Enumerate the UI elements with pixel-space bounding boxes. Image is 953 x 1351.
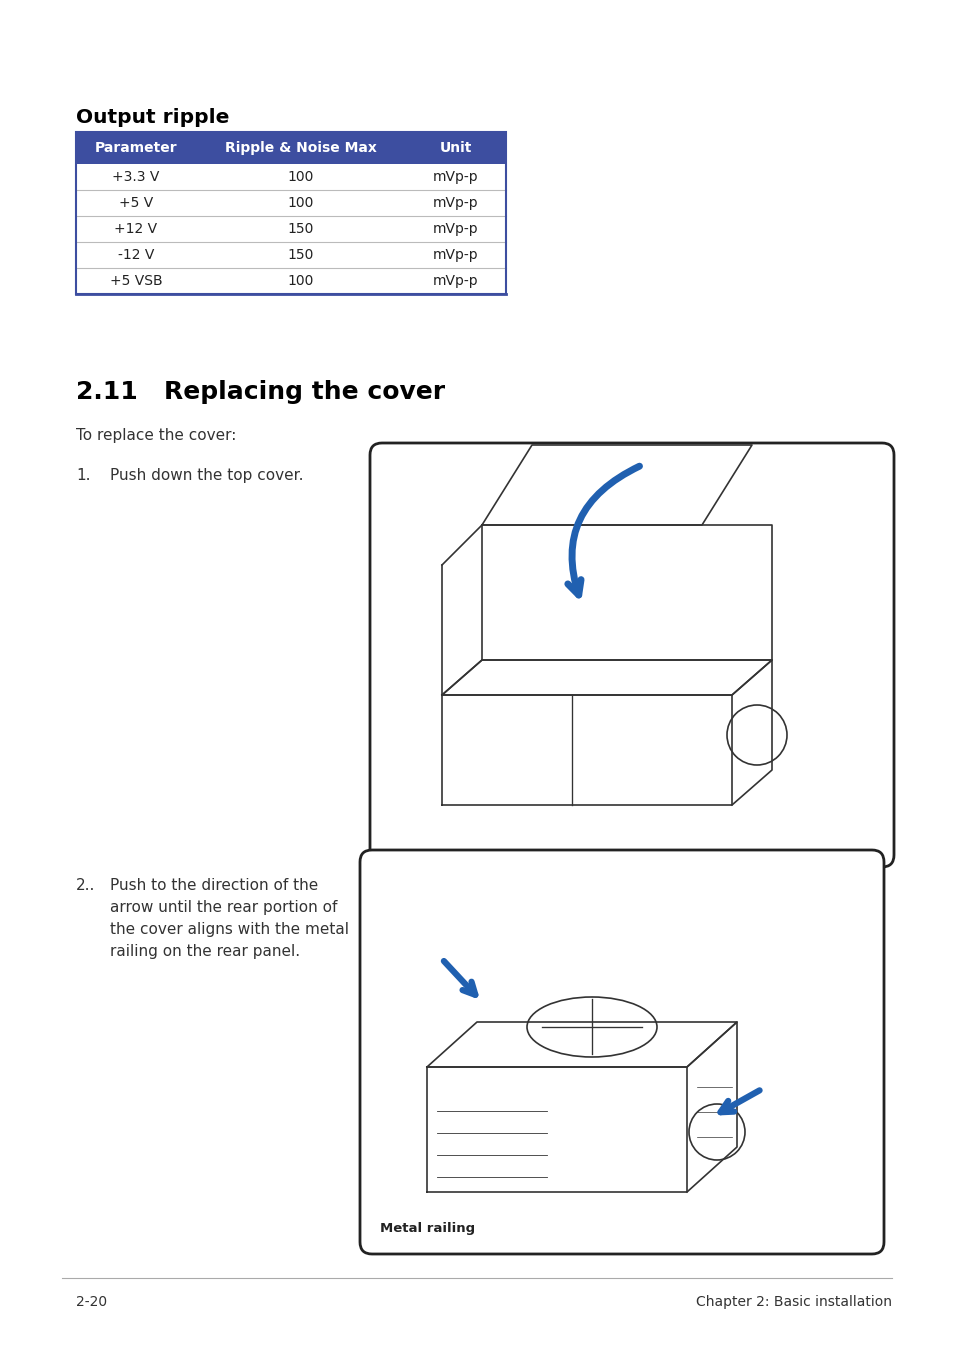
- Text: 2..: 2..: [76, 878, 95, 893]
- Text: 150: 150: [288, 222, 314, 236]
- Text: the cover aligns with the metal: the cover aligns with the metal: [110, 921, 349, 938]
- Text: Unit: Unit: [439, 141, 472, 155]
- Text: Ripple & Noise Max: Ripple & Noise Max: [225, 141, 376, 155]
- Bar: [76, 267, 505, 295]
- Text: mVp-p: mVp-p: [433, 196, 478, 209]
- Text: Metal railing: Metal railing: [379, 1223, 475, 1235]
- Text: 1.: 1.: [76, 467, 91, 484]
- Text: 100: 100: [288, 196, 314, 209]
- Text: mVp-p: mVp-p: [433, 274, 478, 288]
- Text: Output ripple: Output ripple: [76, 108, 229, 127]
- FancyBboxPatch shape: [359, 850, 883, 1254]
- Text: -12 V: -12 V: [117, 249, 154, 262]
- Text: +5 V: +5 V: [119, 196, 153, 209]
- Text: mVp-p: mVp-p: [433, 249, 478, 262]
- Bar: [76, 132, 505, 295]
- Text: 100: 100: [288, 170, 314, 184]
- Text: +12 V: +12 V: [114, 222, 157, 236]
- FancyBboxPatch shape: [370, 443, 893, 867]
- Text: Parameter: Parameter: [94, 141, 177, 155]
- Text: +3.3 V: +3.3 V: [112, 170, 159, 184]
- Text: 150: 150: [288, 249, 314, 262]
- Bar: [76, 163, 505, 190]
- Text: railing on the rear panel.: railing on the rear panel.: [110, 944, 300, 959]
- Text: arrow until the rear portion of: arrow until the rear portion of: [110, 900, 337, 915]
- Text: Push to the direction of the: Push to the direction of the: [110, 878, 318, 893]
- Text: Chapter 2: Basic installation: Chapter 2: Basic installation: [696, 1296, 891, 1309]
- Text: Push down the top cover.: Push down the top cover.: [110, 467, 303, 484]
- Bar: [76, 190, 505, 216]
- Text: mVp-p: mVp-p: [433, 170, 478, 184]
- Text: +5 VSB: +5 VSB: [110, 274, 162, 288]
- Bar: [76, 132, 505, 163]
- Text: To replace the cover:: To replace the cover:: [76, 428, 236, 443]
- Text: 2.11   Replacing the cover: 2.11 Replacing the cover: [76, 380, 445, 404]
- Text: mVp-p: mVp-p: [433, 222, 478, 236]
- Text: 100: 100: [288, 274, 314, 288]
- Bar: [76, 216, 505, 242]
- Text: 2-20: 2-20: [76, 1296, 107, 1309]
- Bar: [76, 242, 505, 267]
